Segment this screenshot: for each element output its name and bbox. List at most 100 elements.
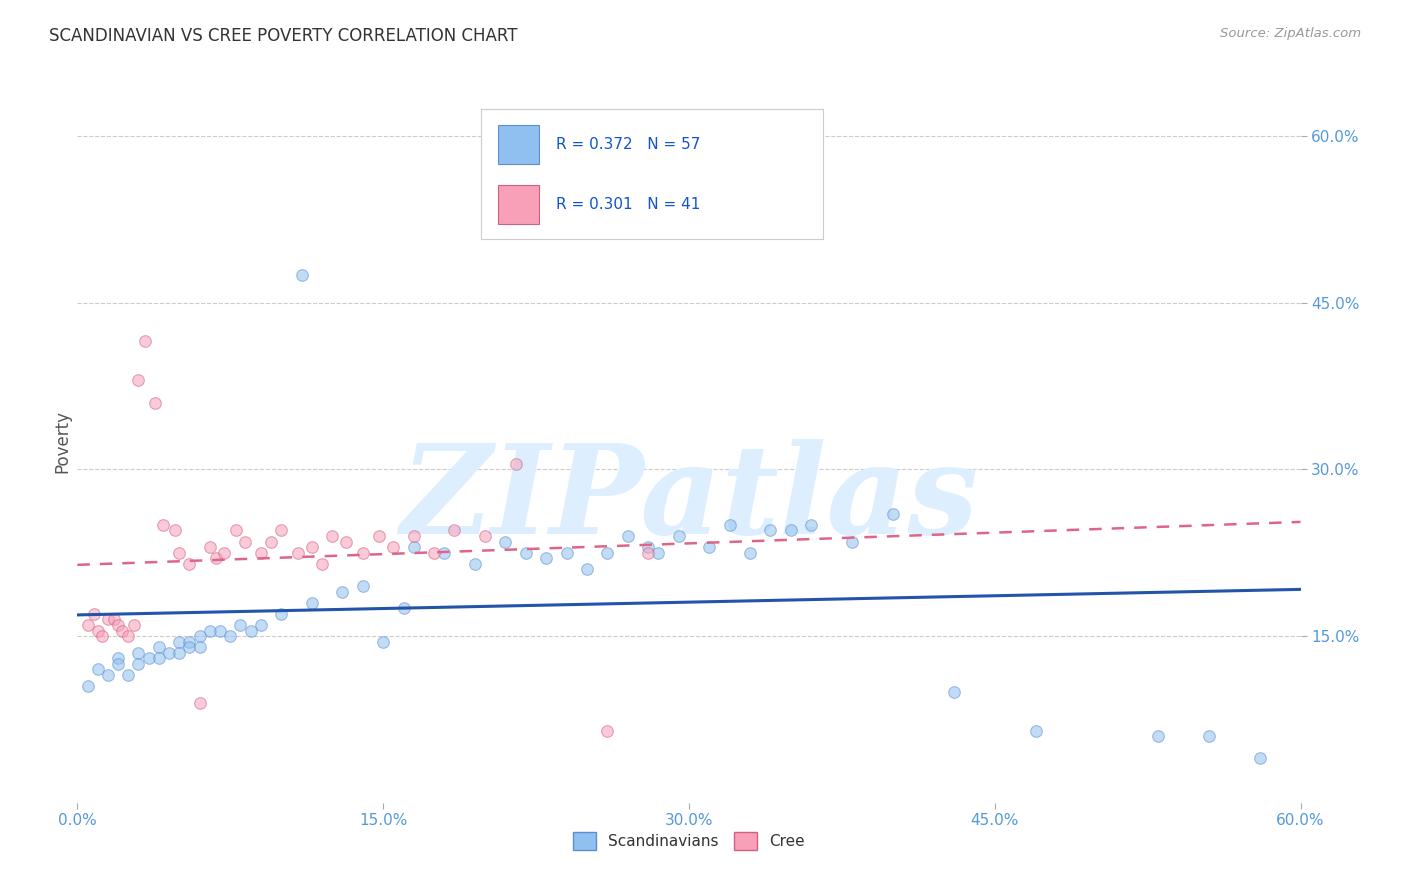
Point bbox=[464, 557, 486, 571]
Point bbox=[882, 507, 904, 521]
Point bbox=[740, 546, 762, 560]
Point bbox=[229, 618, 252, 632]
Point bbox=[515, 546, 537, 560]
Point bbox=[759, 524, 782, 538]
Point bbox=[179, 640, 201, 655]
Point bbox=[260, 534, 283, 549]
Point bbox=[352, 579, 374, 593]
Point bbox=[637, 546, 659, 560]
Point bbox=[179, 634, 201, 648]
Point bbox=[76, 679, 98, 693]
Point bbox=[392, 601, 415, 615]
Point bbox=[188, 696, 211, 710]
Legend: Scandinavians, Cree: Scandinavians, Cree bbox=[567, 826, 811, 856]
Point bbox=[332, 584, 354, 599]
Point bbox=[402, 540, 425, 554]
Point bbox=[668, 529, 690, 543]
Point bbox=[127, 657, 149, 671]
Point bbox=[555, 546, 578, 560]
Point bbox=[505, 457, 527, 471]
Point bbox=[179, 557, 201, 571]
Point bbox=[148, 651, 170, 665]
Point bbox=[97, 612, 120, 626]
Point bbox=[205, 551, 228, 566]
Point bbox=[103, 612, 125, 626]
Point bbox=[107, 618, 129, 632]
Point bbox=[637, 540, 659, 554]
Point bbox=[1147, 729, 1170, 743]
Point bbox=[596, 723, 619, 738]
Point bbox=[90, 629, 112, 643]
Text: SCANDINAVIAN VS CREE POVERTY CORRELATION CHART: SCANDINAVIAN VS CREE POVERTY CORRELATION… bbox=[49, 27, 517, 45]
Point bbox=[321, 529, 343, 543]
Point bbox=[97, 668, 120, 682]
Point bbox=[270, 607, 292, 621]
Point bbox=[134, 334, 156, 349]
Point bbox=[157, 646, 180, 660]
Point bbox=[301, 540, 323, 554]
Point bbox=[779, 524, 801, 538]
Point bbox=[165, 524, 187, 538]
Point bbox=[76, 618, 98, 632]
Point bbox=[169, 646, 191, 660]
Point bbox=[169, 634, 191, 648]
Point bbox=[290, 268, 312, 282]
Point bbox=[83, 607, 105, 621]
Point bbox=[699, 540, 721, 554]
Point bbox=[287, 546, 309, 560]
Point bbox=[148, 640, 170, 655]
Point bbox=[270, 524, 292, 538]
Point bbox=[841, 534, 863, 549]
Point bbox=[534, 551, 557, 566]
Point bbox=[402, 529, 425, 543]
Point bbox=[718, 517, 741, 532]
Point bbox=[423, 546, 446, 560]
Point bbox=[311, 557, 333, 571]
Point bbox=[198, 624, 221, 638]
Point bbox=[576, 562, 599, 576]
Point bbox=[335, 534, 357, 549]
Point bbox=[617, 529, 640, 543]
Point bbox=[352, 546, 374, 560]
Point bbox=[233, 534, 256, 549]
Point bbox=[87, 662, 110, 676]
Point bbox=[212, 546, 235, 560]
Point bbox=[433, 546, 456, 560]
Point bbox=[942, 684, 965, 698]
Point bbox=[111, 624, 134, 638]
Text: ZIPatlas: ZIPatlas bbox=[399, 439, 979, 560]
Point bbox=[250, 618, 273, 632]
Point bbox=[371, 634, 394, 648]
Point bbox=[382, 540, 405, 554]
Point bbox=[225, 524, 247, 538]
Point bbox=[169, 546, 191, 560]
Point bbox=[127, 373, 149, 387]
Point bbox=[138, 651, 160, 665]
Point bbox=[1024, 723, 1046, 738]
Point bbox=[117, 629, 139, 643]
Point bbox=[107, 651, 129, 665]
Point bbox=[107, 657, 129, 671]
Text: Source: ZipAtlas.com: Source: ZipAtlas.com bbox=[1220, 27, 1361, 40]
Point bbox=[117, 668, 139, 682]
Point bbox=[239, 624, 262, 638]
Point bbox=[219, 629, 242, 643]
Point bbox=[474, 529, 496, 543]
Point bbox=[647, 546, 669, 560]
Point bbox=[87, 624, 110, 638]
Y-axis label: Poverty: Poverty bbox=[53, 410, 72, 473]
Point bbox=[152, 517, 174, 532]
Point bbox=[143, 395, 166, 409]
Point bbox=[1198, 729, 1220, 743]
Point bbox=[1249, 751, 1271, 765]
Point bbox=[800, 517, 823, 532]
Point bbox=[301, 596, 323, 610]
Point bbox=[198, 540, 221, 554]
Point bbox=[188, 640, 211, 655]
Point bbox=[208, 624, 231, 638]
Point bbox=[443, 524, 465, 538]
Point bbox=[368, 529, 391, 543]
Point bbox=[250, 546, 273, 560]
Point bbox=[596, 546, 619, 560]
Point bbox=[495, 534, 517, 549]
